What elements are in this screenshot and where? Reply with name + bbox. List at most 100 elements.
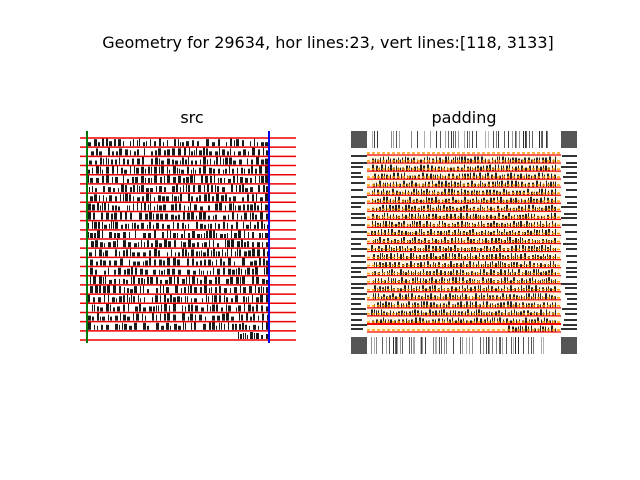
padding-glyph	[410, 261, 412, 268]
padding-glyph	[548, 205, 550, 211]
padding-side-fragment	[564, 213, 577, 215]
padding-glyph	[384, 173, 385, 179]
padding-glyph	[500, 261, 501, 268]
padding-glyph	[501, 165, 502, 171]
src-glyph	[115, 249, 117, 257]
padding-glyph	[555, 228, 556, 235]
padding-glyph	[398, 262, 400, 268]
padding-glyph	[390, 214, 391, 219]
padding-glyph	[435, 246, 437, 252]
src-glyph	[121, 184, 124, 193]
src-glyph	[220, 156, 221, 165]
src-glyph	[212, 304, 215, 312]
src-glyph	[266, 213, 268, 220]
padding-glyph	[462, 173, 463, 179]
padding-glyph	[515, 180, 517, 187]
padding-bottom-strip-bar	[489, 337, 490, 354]
padding-glyph	[399, 293, 401, 300]
padding-glyph	[475, 293, 477, 300]
padding-glyph	[536, 229, 538, 235]
src-glyph	[204, 242, 207, 248]
padding-side-fragment	[564, 182, 577, 184]
src-glyph	[188, 156, 189, 165]
padding-glyph	[545, 157, 547, 163]
padding-glyph	[445, 180, 447, 187]
padding-side-fragment	[351, 202, 365, 204]
padding-glyph	[376, 310, 377, 316]
src-glyph	[194, 174, 195, 183]
src-glyph	[161, 160, 164, 165]
padding-glyph	[522, 245, 524, 252]
padding-glyph	[401, 310, 403, 316]
src-glyph	[137, 197, 140, 202]
src-glyph	[130, 141, 131, 147]
padding-glyph	[510, 172, 512, 179]
src-glyph	[174, 275, 175, 284]
src-glyph	[262, 233, 263, 238]
src-glyph	[174, 139, 176, 147]
padding-glyph	[524, 253, 526, 260]
padding-glyph	[444, 237, 446, 243]
padding-glyph	[548, 228, 550, 235]
padding-top-strip-bar	[455, 131, 456, 148]
padding-glyph	[426, 301, 428, 308]
src-glyph	[162, 232, 164, 238]
src-glyph	[243, 333, 244, 339]
padding-glyph	[393, 172, 395, 179]
padding-glyph	[438, 318, 440, 324]
padding-side-fragment	[567, 261, 577, 263]
src-glyph	[236, 185, 237, 193]
padding-glyph	[493, 189, 495, 195]
src-glyph	[230, 288, 231, 294]
padding-glyph	[478, 261, 479, 268]
padding-glyph	[385, 164, 386, 171]
padding-side-fragment	[567, 303, 577, 305]
padding-glyph	[492, 261, 493, 268]
padding-top-strip-bar	[547, 131, 548, 148]
padding-glyph	[421, 310, 422, 316]
padding-glyph	[476, 317, 478, 324]
padding-bottom-strip-bar	[472, 337, 473, 354]
src-glyph	[178, 214, 180, 220]
src-glyph	[164, 269, 165, 275]
src-glyph	[208, 296, 209, 303]
padding-side-fragment	[566, 267, 577, 269]
src-glyph	[236, 139, 239, 147]
src-glyph	[149, 221, 151, 229]
src-glyph	[197, 277, 198, 284]
src-glyph	[153, 213, 154, 220]
src-glyph	[199, 211, 202, 220]
src-glyph	[188, 239, 191, 248]
src-glyph	[153, 306, 155, 312]
src-glyph	[191, 211, 194, 220]
padding-glyph	[440, 205, 441, 211]
src-glyph	[94, 324, 95, 330]
padding-glyph	[537, 221, 538, 227]
padding-bottom-strip-bar	[439, 337, 440, 354]
padding-glyph	[450, 271, 452, 276]
padding-glyph	[555, 196, 556, 203]
src-glyph	[126, 279, 128, 284]
src-glyph	[218, 177, 219, 183]
src-glyph	[117, 306, 120, 312]
src-glyph	[213, 240, 214, 248]
padding-top-strip-bar	[526, 131, 527, 148]
src-glyph	[89, 160, 92, 165]
padding-glyph	[391, 247, 392, 252]
src-glyph	[191, 298, 192, 303]
padding-glyph	[459, 277, 460, 284]
padding-glyph	[445, 198, 447, 203]
padding-glyph	[528, 246, 530, 252]
src-glyph	[179, 203, 181, 211]
padding-glyph	[533, 293, 534, 300]
padding-glyph	[511, 246, 513, 252]
padding-glyph	[423, 269, 424, 276]
padding-side-fragment	[566, 189, 577, 191]
src-glyph	[180, 187, 181, 193]
padding-glyph	[430, 221, 431, 227]
padding-glyph	[521, 181, 523, 187]
src-glyph	[159, 138, 161, 147]
padding-glyph	[555, 264, 556, 268]
padding-glyph	[450, 310, 451, 316]
padding-glyph	[547, 197, 549, 203]
